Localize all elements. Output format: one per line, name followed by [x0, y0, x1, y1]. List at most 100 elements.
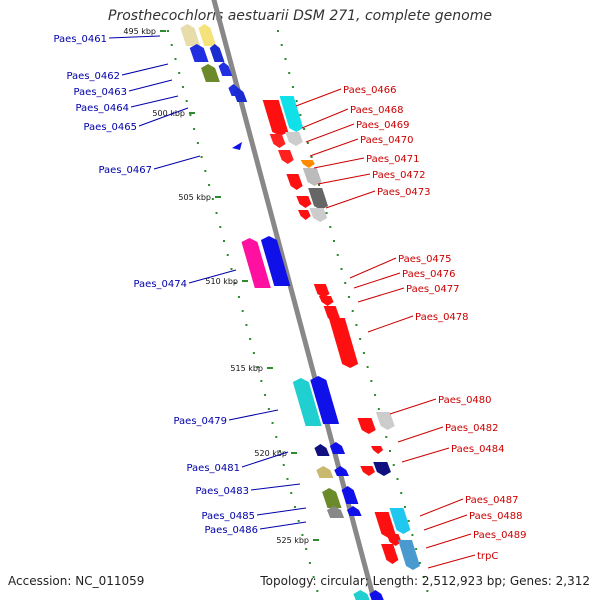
gene-block: [389, 508, 411, 534]
gene-block: [278, 150, 294, 164]
ruler-dot: [223, 240, 226, 242]
ruler-dot: [411, 534, 414, 536]
leader-line: [349, 257, 397, 279]
leader-line: [188, 269, 237, 284]
leader-line: [259, 521, 307, 530]
leader-line: [389, 398, 437, 415]
ruler-dot: [167, 30, 170, 32]
ruler-dot: [271, 422, 274, 424]
gene-block: [209, 44, 225, 62]
gene-label-left: Paes_0481: [186, 463, 240, 474]
gene-block: [300, 160, 315, 168]
leader-line: [130, 95, 179, 108]
ruler-dot: [333, 240, 336, 242]
gene-block: [375, 412, 395, 430]
gene-block: [241, 238, 271, 288]
gene-block: [357, 418, 376, 434]
gene-label-right: trpC: [477, 551, 498, 562]
gene-block: [310, 376, 340, 424]
ruler-dot: [219, 226, 222, 228]
scale-label: 525 kbp: [276, 536, 309, 545]
ruler-dot: [178, 72, 181, 74]
scale-label: 505 kbp: [178, 193, 211, 202]
ruler-dot: [303, 128, 306, 130]
ruler-dot: [305, 548, 308, 550]
ruler-dot: [400, 492, 403, 494]
ruler-dot: [193, 128, 196, 130]
gene-block: [286, 174, 303, 190]
gene-label-left: Paes_0465: [83, 122, 137, 133]
gene-label-left: Paes_0474: [133, 279, 187, 290]
ruler-dot: [306, 142, 309, 144]
ruler-dot: [396, 478, 399, 480]
ruler-dot: [208, 184, 211, 186]
leader-line: [256, 507, 307, 516]
leader-line: [401, 447, 450, 463]
gene-label-right: Paes_0484: [451, 444, 505, 455]
gene-label-right: Paes_0468: [350, 105, 404, 116]
ruler-dot: [241, 310, 244, 312]
ruler-dot: [329, 226, 332, 228]
gene-label-right: Paes_0469: [356, 120, 410, 131]
ruler-dot: [234, 282, 237, 284]
gene-label-right: Paes_0482: [445, 423, 499, 434]
leader-line: [305, 123, 355, 143]
ruler-dot: [204, 170, 207, 172]
gene-label-right: Paes_0470: [360, 135, 414, 146]
ruler-dot: [297, 520, 300, 522]
ruler-dot: [318, 184, 321, 186]
gene-label-left: Paes_0463: [73, 87, 127, 98]
ruler-dot: [256, 366, 259, 368]
ruler-dot: [196, 142, 199, 144]
ruler-dot: [230, 268, 233, 270]
gene-block: [334, 466, 349, 476]
gene-label-right: Paes_0478: [415, 312, 469, 323]
ruler-dot: [280, 44, 283, 46]
ruler-dot: [295, 100, 298, 102]
gene-block: [316, 466, 334, 478]
leader-line: [128, 79, 173, 92]
ruler-dot: [351, 310, 354, 312]
leader-line: [423, 514, 468, 531]
ruler-dot: [264, 394, 267, 396]
gene-label-right: Paes_0480: [438, 395, 492, 406]
ruler-track-left: [167, 30, 319, 592]
gene-label-right: Paes_0477: [406, 284, 460, 295]
ruler-dot: [389, 450, 392, 452]
gene-block: [322, 488, 342, 508]
leader-line: [295, 88, 342, 107]
ruler-dot: [181, 86, 184, 88]
gene-block: [269, 134, 286, 148]
leader-line: [419, 498, 464, 517]
ruler-dot: [282, 464, 285, 466]
gene-block: [353, 590, 370, 600]
ruler-dot: [291, 86, 294, 88]
gene-block: [398, 540, 421, 570]
leader-line: [325, 190, 376, 209]
leader-line: [353, 272, 401, 289]
gene-block: [318, 296, 334, 306]
gene-block: [260, 236, 291, 286]
gene-arrow: [232, 142, 242, 150]
leader-line: [153, 155, 201, 170]
ruler-dot: [279, 450, 282, 452]
ruler-dot: [415, 548, 418, 550]
gene-label-right: Paes_0472: [372, 170, 426, 181]
leader-line: [121, 63, 169, 76]
ruler-dot: [366, 366, 369, 368]
ruler-dot: [260, 380, 263, 382]
gene-label-left: Paes_0485: [201, 511, 255, 522]
ruler-dot: [185, 100, 188, 102]
gene-block: [329, 442, 346, 454]
ruler-dot: [403, 506, 406, 508]
gene-block: [262, 100, 289, 136]
ruler-dot: [275, 436, 278, 438]
gene-label-left: Paes_0467: [98, 165, 152, 176]
gene-block: [233, 88, 248, 102]
leader-line: [108, 35, 161, 39]
ruler-dot: [249, 338, 252, 340]
gene-block: [386, 534, 402, 546]
gene-label-left: Paes_0486: [204, 525, 258, 536]
gene-block: [369, 590, 384, 600]
ruler-dot: [252, 352, 255, 354]
